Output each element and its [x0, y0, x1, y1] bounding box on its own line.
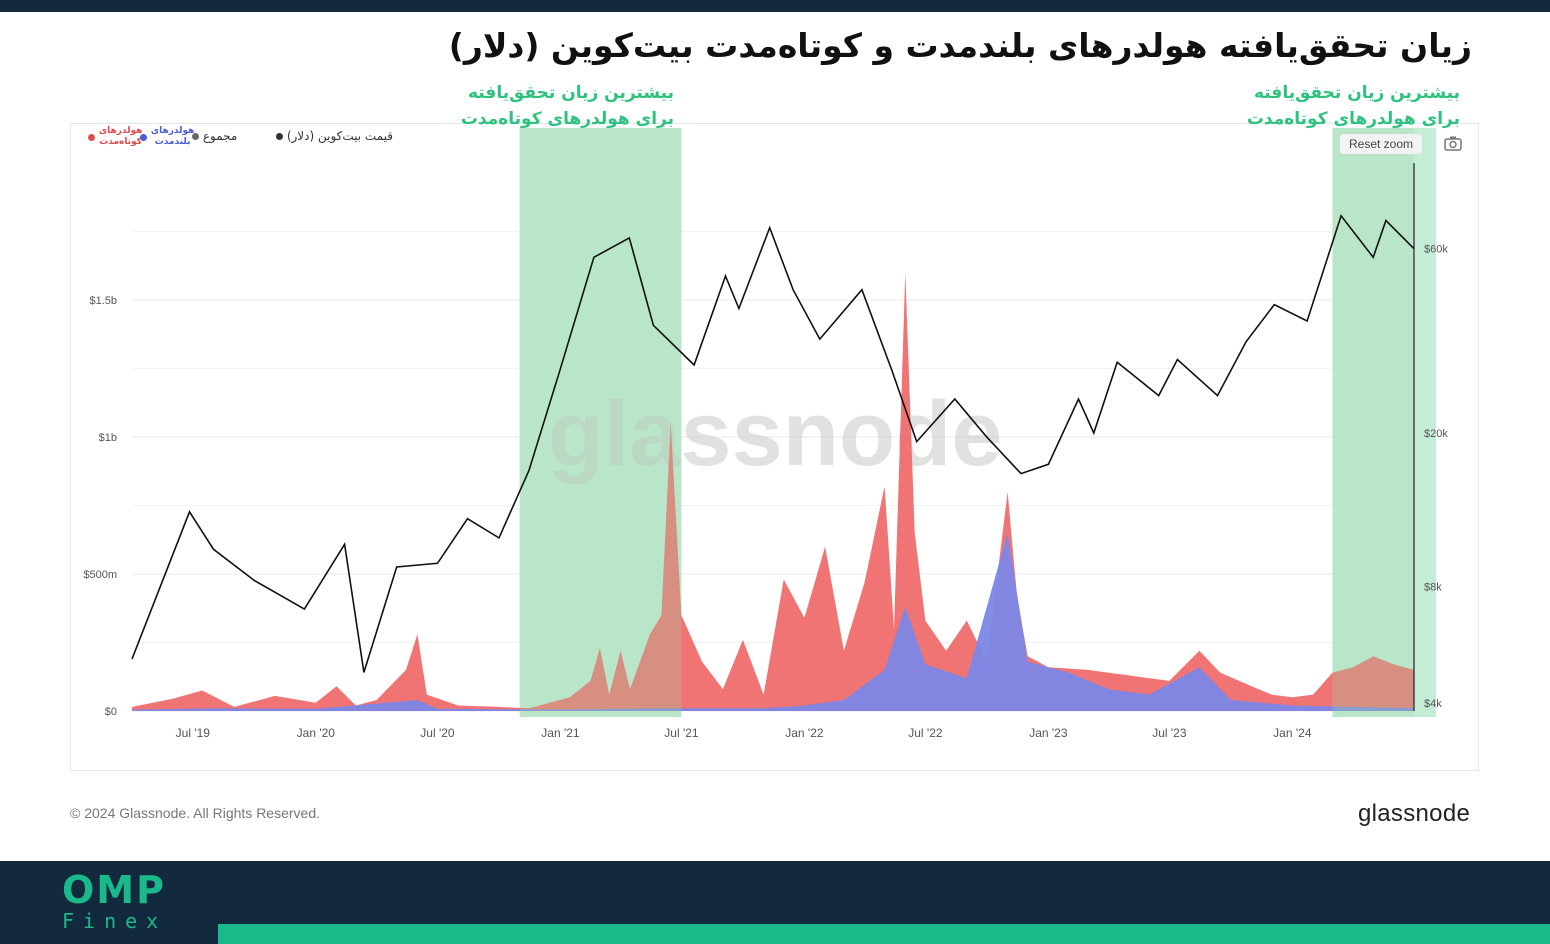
copyright: © 2024 Glassnode. All Rights Reserved. [70, 805, 321, 821]
annotation-left-line2: برای هولدرهای کوتاه‌مدت [460, 109, 674, 129]
annotation-left-line1: بیشترین زیان تحقق‌یافته [467, 83, 674, 103]
legend-lth[interactable]: هولدرهای بلندمدت [140, 126, 194, 148]
chart-frame [70, 123, 1479, 771]
x-tick-label-8: Jul '23 [1152, 726, 1187, 740]
legend-lth-marker [140, 133, 147, 141]
series-price-line [131, 214, 1415, 673]
series-sth-area [132, 272, 1414, 711]
glassnode-logo: glassnode [1358, 800, 1471, 827]
y-right-tick-label-2: $20k [1424, 428, 1448, 440]
y-left-tick-label-3: $1.5b [89, 295, 117, 307]
finex-logo: Finex [62, 909, 168, 933]
footer-accent-bar [218, 924, 1550, 944]
annotation-left: بیشترین زیان تحقق‌یافته برای هولدرهای کو… [461, 80, 674, 132]
legend-total[interactable]: مجموع [192, 129, 237, 143]
annotation-right-line2: برای هولدرهای کوتاه‌مدت [1246, 109, 1460, 129]
top-strip [0, 0, 1550, 12]
y-left-tick-label-0: $0 [105, 706, 117, 718]
y-left-tick-label-2: $1b [99, 432, 117, 444]
x-tick-label-6: Jul '22 [908, 726, 943, 740]
x-tick-label-0: Jul '19 [176, 726, 211, 740]
x-tick-label-1: Jan '20 [297, 726, 336, 740]
legend-total-label: مجموع [202, 129, 238, 143]
legend-lth-label-2: بلندمدت [154, 137, 191, 147]
legend-price-label: قیمت بیت‌کوین (دلار) [286, 129, 394, 143]
watermark-text: glassnode [547, 383, 1002, 485]
x-tick-label-5: Jan '22 [785, 726, 824, 740]
legend-price-marker [276, 133, 283, 140]
omp-logo: OMP [62, 868, 166, 912]
legend-sth-label-2: کوتاه‌مدت [99, 137, 142, 147]
legend-lth-label-1: هولدرهای [150, 126, 195, 136]
camera-icon[interactable] [1444, 135, 1462, 151]
y-right-tick-label-3: $60k [1424, 244, 1448, 256]
x-tick-label-4: Jul '21 [664, 726, 699, 740]
highlight-band-0 [519, 128, 682, 717]
page-title: زیان تحقق‌یافته هولدرهای بلندمدت و کوتاه… [448, 26, 1472, 65]
x-tick-label-3: Jan '21 [541, 726, 580, 740]
legend-sth-marker [88, 133, 95, 141]
legend-sth-label-1: هولدرهای [98, 126, 143, 136]
annotation-right-line1: بیشترین زیان تحقق‌یافته [1253, 83, 1460, 103]
x-tick-label-2: Jul '20 [420, 726, 455, 740]
y-right-tick-label-1: $8k [1424, 582, 1442, 594]
reset-zoom-button[interactable]: Reset zoom [1340, 134, 1422, 154]
y-right-tick-label-0: $4k [1424, 698, 1442, 710]
highlight-overlay-0 [519, 128, 682, 717]
highlight-overlay-1 [1332, 128, 1414, 717]
x-tick-label-7: Jan '23 [1029, 726, 1068, 740]
annotation-right: بیشترین زیان تحقق‌یافته برای هولدرهای کو… [1247, 80, 1460, 132]
y-left-tick-label-1: $500m [83, 569, 117, 581]
legend-total-marker [192, 133, 199, 140]
legend-price[interactable]: قیمت بیت‌کوین (دلار) [276, 129, 393, 143]
legend-sth[interactable]: هولدرهای کوتاه‌مدت [88, 126, 142, 148]
x-tick-label-9: Jan '24 [1273, 726, 1312, 740]
